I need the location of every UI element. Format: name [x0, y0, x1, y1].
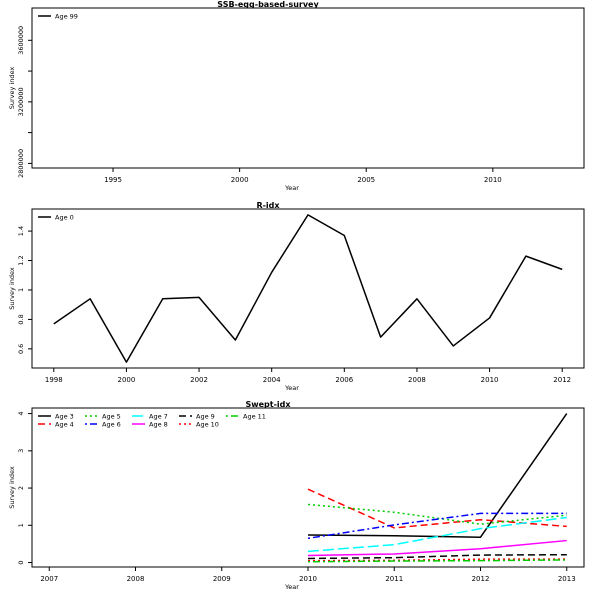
x-tick-label: 2013 [558, 575, 576, 583]
x-tick-label: 2010 [299, 575, 317, 583]
x-tick-label: 2009 [213, 575, 231, 583]
series-group [53, 214, 563, 363]
legend-label: Age 9 [196, 413, 215, 421]
plot-frame [31, 407, 585, 568]
legend: Age 0 [38, 214, 74, 222]
chart-title: R-idx [256, 201, 280, 210]
x-axis-label: Year [284, 384, 299, 392]
legend-label: Age 5 [102, 413, 121, 421]
legend-label: Age 0 [55, 214, 74, 222]
x-tick-label: 2010 [484, 176, 502, 184]
legend-label: Age 11 [243, 413, 266, 421]
y-axis-label: Survey index [8, 267, 16, 310]
x-tick-label: 2000 [231, 176, 249, 184]
chart-panel-0: SSB-egg-based-survey 1995 2000 2005 2010 Year… [8, 0, 585, 192]
y-tick-label: 2800000 [17, 149, 25, 178]
legend-label: Age 4 [55, 421, 74, 429]
x-tick-label: 2008 [127, 575, 145, 583]
plot-frame [31, 7, 585, 169]
y-tick-label: 1.2 [17, 255, 25, 265]
series-line-age-11 [307, 559, 567, 563]
legend-label: Age 6 [102, 421, 121, 429]
x-tick-label: 2012 [553, 376, 571, 384]
series-group [307, 413, 568, 563]
x-tick-label: 2002 [190, 376, 208, 384]
x-axis-label: Year [284, 184, 299, 192]
x-tick-label: 2004 [263, 376, 281, 384]
series-line-age-8 [307, 539, 567, 557]
series-line-age-9 [307, 553, 567, 560]
series-line-age-4 [307, 488, 567, 529]
x-tick-label: 2010 [481, 376, 499, 384]
x-tick-label: 2007 [40, 575, 58, 583]
y-axis-label: Survey index [8, 466, 16, 509]
x-tick-label: 1998 [45, 376, 63, 384]
x-tick-label: 2012 [472, 575, 490, 583]
chart-panel-1: R-idx 1998 2000 2002 2004 2006 2008 2010 2012 Yea… [8, 201, 585, 392]
x-tick-label: 2006 [335, 376, 353, 384]
x-tick-label: 1995 [104, 176, 122, 184]
series-line-age-10 [307, 558, 567, 562]
series-line-age-0 [53, 214, 563, 363]
y-tick-label: 1 [17, 523, 25, 527]
plot-frame [31, 208, 585, 369]
chart-title: Swept-idx [245, 400, 291, 409]
x-axis-label: Year [284, 583, 299, 591]
legend: Age 99 [38, 13, 78, 21]
y-axis-label: Survey index [8, 67, 16, 110]
x-tick-label: 2008 [408, 376, 426, 384]
y-tick-label: 3 [17, 449, 25, 453]
y-tick-label: 3600000 [17, 26, 25, 55]
legend-label: Age 3 [55, 413, 74, 421]
series-line-age-6 [307, 512, 567, 540]
legend-label: Age 99 [55, 13, 78, 21]
y-tick-label: 2 [17, 486, 25, 490]
y-tick-label: 3200000 [17, 87, 25, 116]
y-tick-label: 0 [17, 560, 25, 564]
y-tick-label: 0.6 [17, 344, 25, 354]
chart-title: SSB-egg-based-survey [217, 0, 319, 9]
x-tick-label: 2005 [357, 176, 375, 184]
legend-label: Age 7 [149, 413, 168, 421]
y-tick-label: 0.8 [17, 314, 25, 324]
y-tick-label: 1 [17, 288, 25, 292]
legend-label: Age 8 [149, 421, 168, 429]
x-tick-label: 2000 [118, 376, 136, 384]
x-tick-label: 2011 [385, 575, 403, 583]
legend-label: Age 10 [196, 421, 219, 429]
series-line-age-5 [307, 503, 567, 525]
y-tick-label: 4 [17, 412, 25, 416]
series-line-age-7 [307, 516, 567, 553]
y-tick-label: 1.4 [17, 226, 25, 236]
